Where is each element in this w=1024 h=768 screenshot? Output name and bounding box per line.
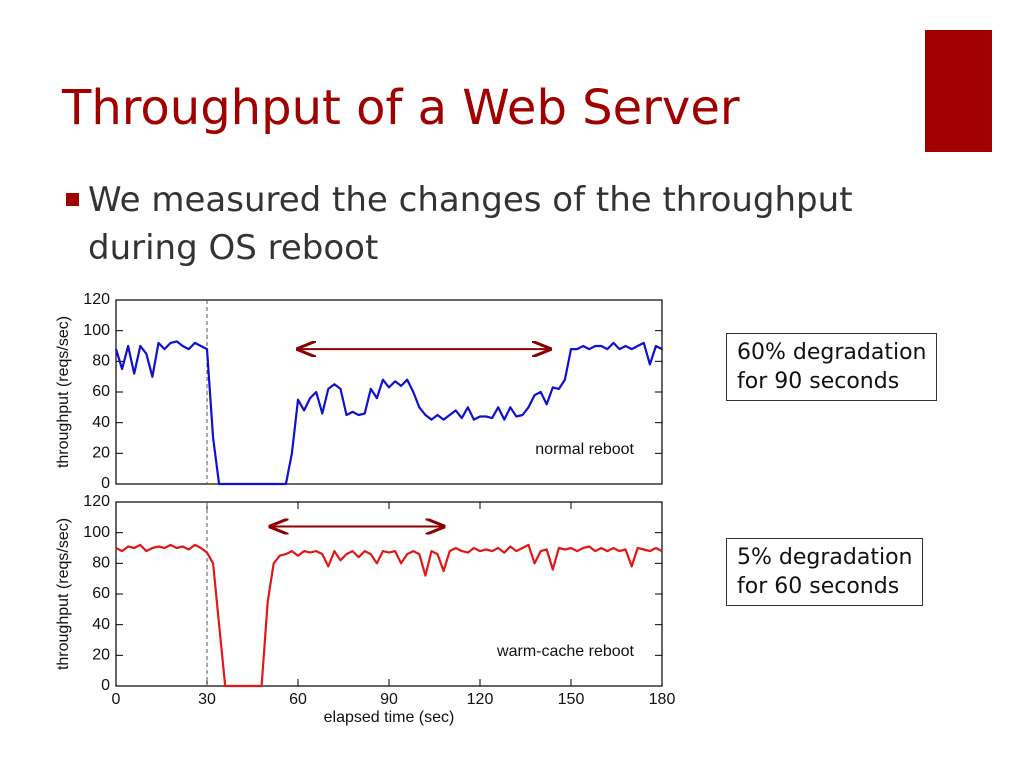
- callout-line: 60% degradation: [737, 340, 927, 365]
- y-tick-label: 0: [101, 677, 110, 694]
- annotation: warm-cache reboot: [496, 643, 635, 660]
- bullet-marker: [66, 193, 79, 206]
- x-tick-label: 120: [467, 691, 494, 708]
- y-tick-label: 40: [92, 616, 110, 633]
- x-tick-label: 60: [289, 691, 307, 708]
- x-tick-label: 30: [198, 691, 216, 708]
- y-axis-label: throughput (reqs/sec): [55, 518, 72, 670]
- data-line: [115, 543, 663, 688]
- callout: 60% degradation for 90 seconds: [726, 333, 938, 401]
- y-tick-label: 20: [92, 445, 110, 462]
- y-axis-label: throughput (reqs/sec): [55, 316, 72, 468]
- y-tick-label: 40: [92, 414, 110, 431]
- callout-line: 5% degradation: [737, 545, 913, 570]
- y-tick-label: 100: [83, 524, 110, 541]
- callout-line: for 60 seconds: [737, 574, 900, 599]
- bullet-text: We measured the changes of the throughpu…: [88, 180, 853, 220]
- bullet-text: during OS reboot: [88, 228, 379, 268]
- accent-bar: [925, 30, 992, 152]
- y-tick-label: 120: [83, 291, 110, 308]
- annotation: normal reboot: [535, 441, 634, 458]
- y-tick-label: 80: [92, 555, 110, 572]
- y-tick-label: 20: [92, 647, 110, 664]
- y-tick-label: 60: [92, 585, 110, 602]
- callout-line: for 90 seconds: [737, 369, 900, 394]
- slide-title: Throughput of a Web Server: [62, 80, 740, 136]
- y-tick-label: 60: [92, 383, 110, 400]
- x-tick-label: 150: [558, 691, 585, 708]
- x-tick-label: 0: [112, 691, 121, 708]
- y-tick-label: 80: [92, 353, 110, 370]
- data-line: [114, 340, 663, 486]
- callout: 5% degradation for 60 seconds: [726, 538, 924, 606]
- y-tick-label: 0: [101, 475, 110, 492]
- x-tick-label: 90: [380, 691, 398, 708]
- y-tick-label: 120: [83, 493, 110, 510]
- y-tick-label: 100: [83, 322, 110, 339]
- x-tick-label: 180: [649, 691, 676, 708]
- x-axis-label: elapsed time (sec): [324, 709, 455, 726]
